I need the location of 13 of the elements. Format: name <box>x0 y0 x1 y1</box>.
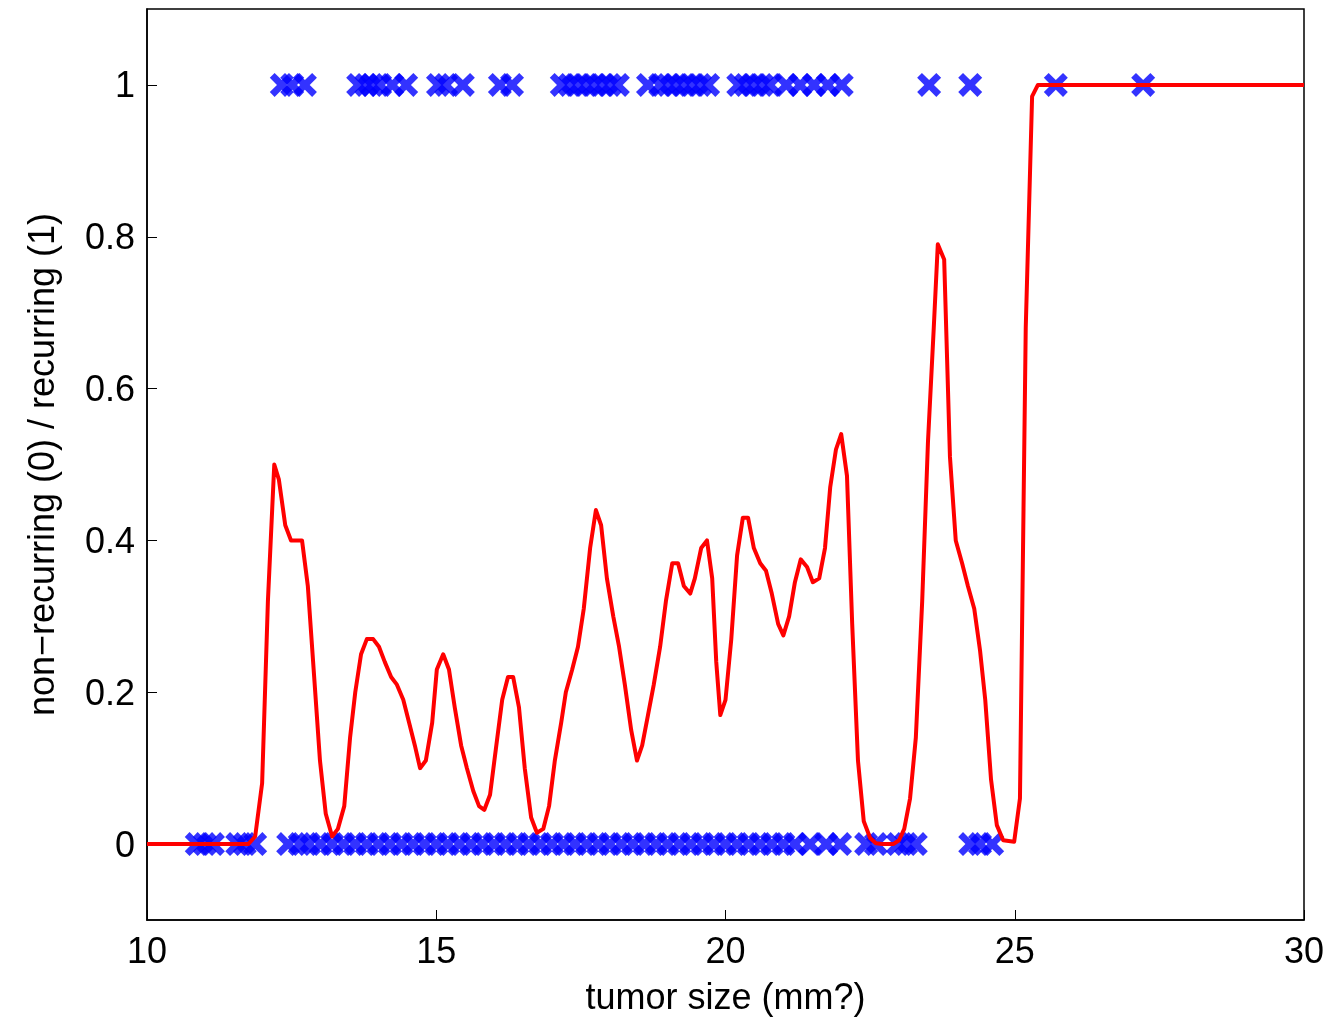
y-tick-label: 1 <box>114 64 135 106</box>
y-tick-label: 0.6 <box>84 368 135 410</box>
y-tick-label: 0 <box>114 823 135 865</box>
x-tick-label: 30 <box>1283 929 1325 971</box>
x-tick-label: 15 <box>416 929 457 971</box>
x-tick-label: 20 <box>705 929 746 971</box>
y-tick-label: 0.8 <box>84 216 135 258</box>
x-axis-title: tumor size (mm?) <box>585 975 866 1017</box>
y-tick-label: 0.4 <box>84 519 135 561</box>
y-axis-title: non−recurring (0) / recurring (1) <box>20 212 62 717</box>
x-tick-label: 10 <box>126 929 168 971</box>
y-tick-label: 0.2 <box>84 671 135 713</box>
x-tick-label: 25 <box>994 929 1035 971</box>
